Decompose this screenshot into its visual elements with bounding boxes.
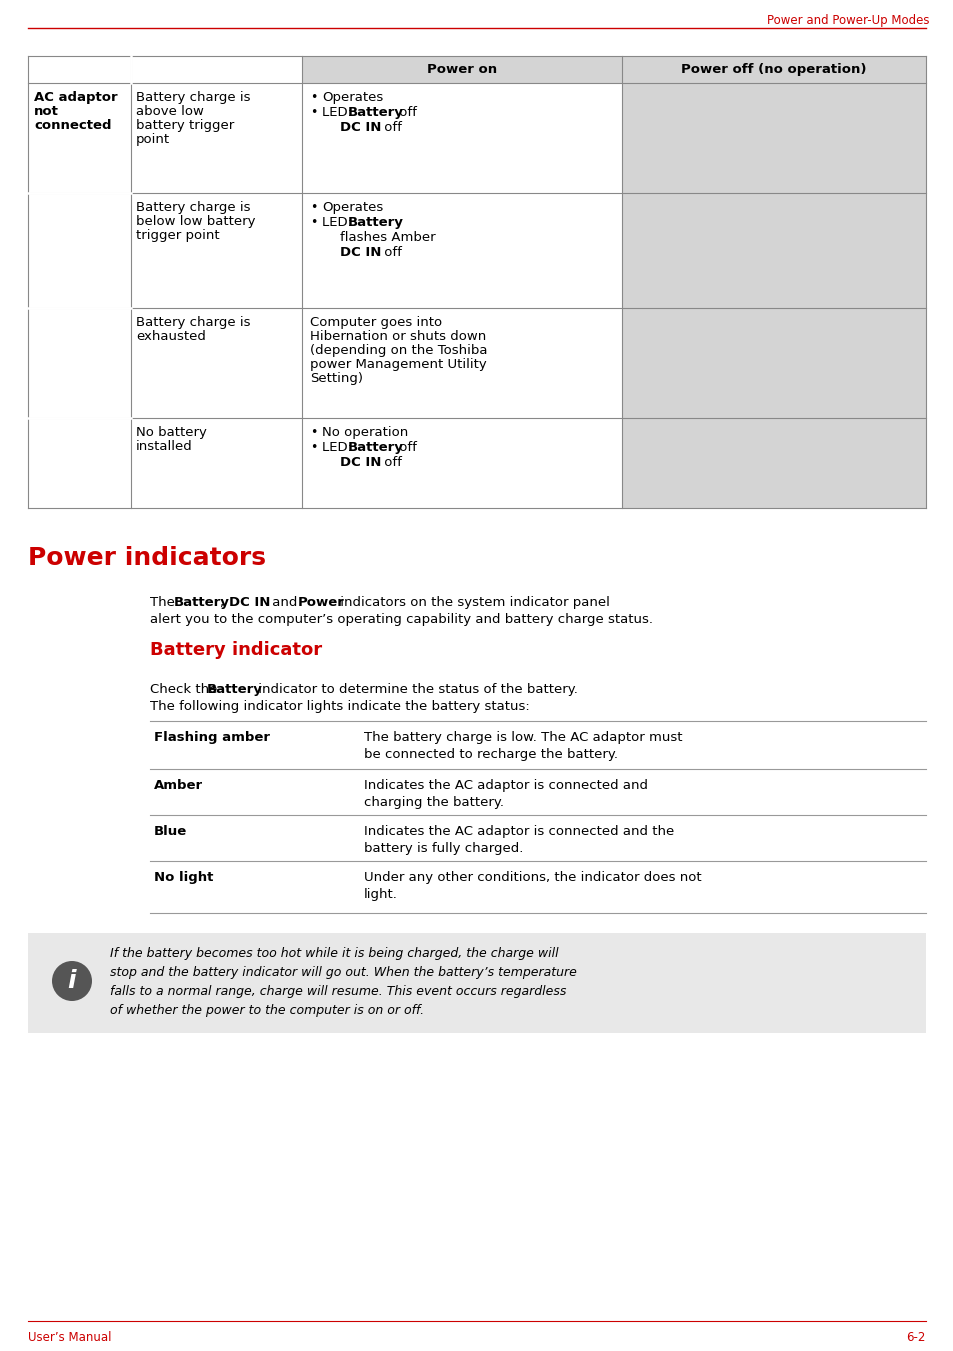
Text: Flashing amber: Flashing amber: [153, 731, 270, 744]
Text: Battery charge is: Battery charge is: [136, 201, 251, 213]
Text: Blue: Blue: [153, 825, 187, 838]
Text: power Management Utility: power Management Utility: [310, 358, 486, 372]
Text: Battery charge is: Battery charge is: [136, 316, 251, 330]
Text: Battery indicator: Battery indicator: [150, 640, 322, 659]
Bar: [621, 82, 925, 193]
Text: Power: Power: [297, 596, 345, 609]
Text: battery trigger: battery trigger: [136, 119, 234, 132]
Text: No operation: No operation: [322, 426, 408, 439]
Text: If the battery becomes too hot while it is being charged, the charge will: If the battery becomes too hot while it …: [110, 947, 558, 961]
Text: Battery charge is: Battery charge is: [136, 91, 251, 104]
Bar: [621, 193, 925, 308]
Text: The following indicator lights indicate the battery status:: The following indicator lights indicate …: [150, 700, 529, 713]
Text: Battery: Battery: [348, 105, 403, 119]
Text: Power and Power-Up Modes: Power and Power-Up Modes: [767, 14, 929, 27]
Text: No battery: No battery: [136, 426, 207, 439]
Text: Indicates the AC adaptor is connected and: Indicates the AC adaptor is connected an…: [364, 780, 647, 792]
Text: Battery: Battery: [173, 596, 230, 609]
Bar: [621, 55, 925, 82]
Text: Computer goes into: Computer goes into: [310, 316, 441, 330]
Text: light.: light.: [364, 888, 397, 901]
Text: •: •: [310, 91, 317, 104]
Text: above low: above low: [136, 105, 204, 118]
Text: trigger point: trigger point: [136, 230, 219, 242]
Text: •: •: [310, 426, 317, 439]
Text: AC adaptor: AC adaptor: [34, 91, 117, 104]
Text: •: •: [310, 216, 317, 230]
Text: Power indicators: Power indicators: [28, 546, 266, 570]
Text: Setting): Setting): [310, 372, 363, 385]
Text: Operates: Operates: [322, 91, 383, 104]
Text: off: off: [395, 440, 416, 454]
Bar: [28, 55, 131, 508]
Text: •: •: [310, 201, 317, 213]
Text: DC IN: DC IN: [339, 122, 381, 134]
Text: off: off: [379, 246, 401, 259]
Text: DC IN: DC IN: [339, 246, 381, 259]
Text: indicator to determine the status of the battery.: indicator to determine the status of the…: [253, 684, 578, 696]
Text: installed: installed: [136, 440, 193, 453]
Text: LED:: LED:: [322, 440, 355, 454]
Text: The battery charge is low. The AC adaptor must: The battery charge is low. The AC adapto…: [364, 731, 681, 744]
Text: i: i: [68, 969, 76, 993]
Text: The: The: [150, 596, 179, 609]
Text: Battery: Battery: [348, 440, 403, 454]
Text: be connected to recharge the battery.: be connected to recharge the battery.: [364, 748, 618, 761]
Text: exhausted: exhausted: [136, 330, 206, 343]
Text: ,: ,: [220, 596, 228, 609]
Text: LED:: LED:: [322, 105, 355, 119]
Text: point: point: [136, 132, 170, 146]
Text: (depending on the Toshiba: (depending on the Toshiba: [310, 345, 487, 357]
Text: Under any other conditions, the indicator does not: Under any other conditions, the indicato…: [364, 871, 700, 884]
Text: alert you to the computer’s operating capability and battery charge status.: alert you to the computer’s operating ca…: [150, 613, 652, 626]
Bar: [302, 55, 621, 82]
Text: not: not: [34, 105, 59, 118]
Text: DC IN: DC IN: [339, 457, 381, 469]
Text: connected: connected: [34, 119, 112, 132]
Text: Amber: Amber: [153, 780, 203, 792]
Circle shape: [52, 961, 91, 1001]
Text: of whether the power to the computer is on or off.: of whether the power to the computer is …: [110, 1004, 424, 1017]
Text: Power on: Power on: [427, 63, 497, 76]
Text: off: off: [379, 122, 401, 134]
Text: DC IN: DC IN: [229, 596, 270, 609]
Text: and: and: [268, 596, 301, 609]
Text: Operates: Operates: [322, 201, 383, 213]
Bar: [28, 934, 925, 1034]
Text: •: •: [310, 105, 317, 119]
Text: charging the battery.: charging the battery.: [364, 796, 503, 809]
Text: Power off (no operation): Power off (no operation): [680, 63, 866, 76]
Text: No light: No light: [153, 871, 213, 884]
Text: flashes Amber: flashes Amber: [339, 231, 436, 245]
Text: indicators on the system indicator panel: indicators on the system indicator panel: [335, 596, 609, 609]
Text: battery is fully charged.: battery is fully charged.: [364, 842, 523, 855]
Text: Check the: Check the: [150, 684, 221, 696]
Text: off: off: [379, 457, 401, 469]
Text: stop and the battery indicator will go out. When the battery’s temperature: stop and the battery indicator will go o…: [110, 966, 577, 979]
Text: Indicates the AC adaptor is connected and the: Indicates the AC adaptor is connected an…: [364, 825, 674, 838]
Text: Battery: Battery: [207, 684, 263, 696]
Text: •: •: [310, 440, 317, 454]
Text: LED:: LED:: [322, 216, 355, 230]
Text: Battery: Battery: [348, 216, 403, 230]
Text: 6-2: 6-2: [905, 1331, 925, 1344]
Text: Hibernation or shuts down: Hibernation or shuts down: [310, 330, 486, 343]
Bar: [621, 308, 925, 417]
Text: User’s Manual: User’s Manual: [28, 1331, 112, 1344]
Text: falls to a normal range, charge will resume. This event occurs regardless: falls to a normal range, charge will res…: [110, 985, 566, 998]
Text: off: off: [395, 105, 416, 119]
Bar: [621, 417, 925, 508]
Text: below low battery: below low battery: [136, 215, 255, 228]
